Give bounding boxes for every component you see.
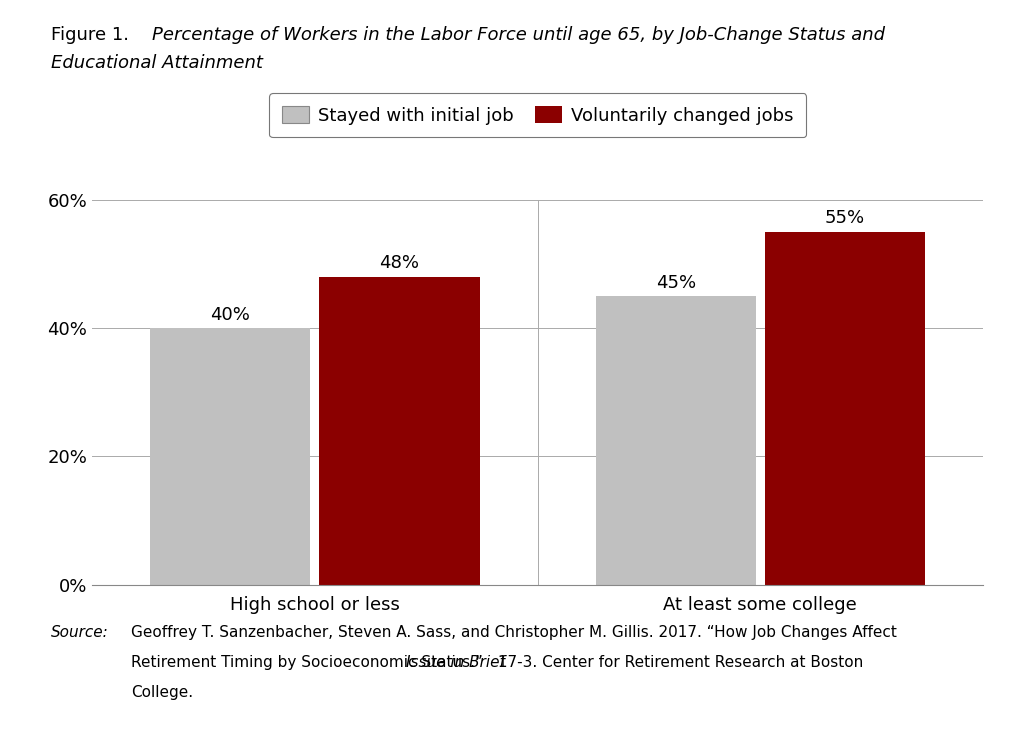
Text: Issue in Brief: Issue in Brief: [406, 655, 505, 670]
Bar: [765, 232, 925, 585]
Text: Source:: Source:: [51, 625, 109, 640]
Text: College.: College.: [131, 684, 194, 699]
Legend: Stayed with initial job, Voluntarily changed jobs: Stayed with initial job, Voluntarily cha…: [269, 93, 806, 138]
Text: 55%: 55%: [825, 209, 865, 227]
Bar: [151, 328, 310, 585]
Text: 17-3. Center for Retirement Research at Boston: 17-3. Center for Retirement Research at …: [494, 655, 863, 670]
Text: Percentage of Workers in the Labor Force until age 65, by Job-Change Status and: Percentage of Workers in the Labor Force…: [152, 26, 885, 44]
Text: 48%: 48%: [380, 255, 420, 272]
Text: Educational Attainment: Educational Attainment: [51, 54, 263, 72]
Text: Geoffrey T. Sanzenbacher, Steven A. Sass, and Christopher M. Gillis. 2017. “How : Geoffrey T. Sanzenbacher, Steven A. Sass…: [131, 625, 897, 640]
Bar: [596, 296, 756, 585]
Bar: [319, 277, 479, 585]
Text: Retirement Timing by Socioeconomic Status.”: Retirement Timing by Socioeconomic Statu…: [131, 655, 487, 670]
Text: 45%: 45%: [655, 274, 695, 292]
Text: Figure 1.: Figure 1.: [51, 26, 129, 44]
Text: 40%: 40%: [210, 306, 250, 323]
